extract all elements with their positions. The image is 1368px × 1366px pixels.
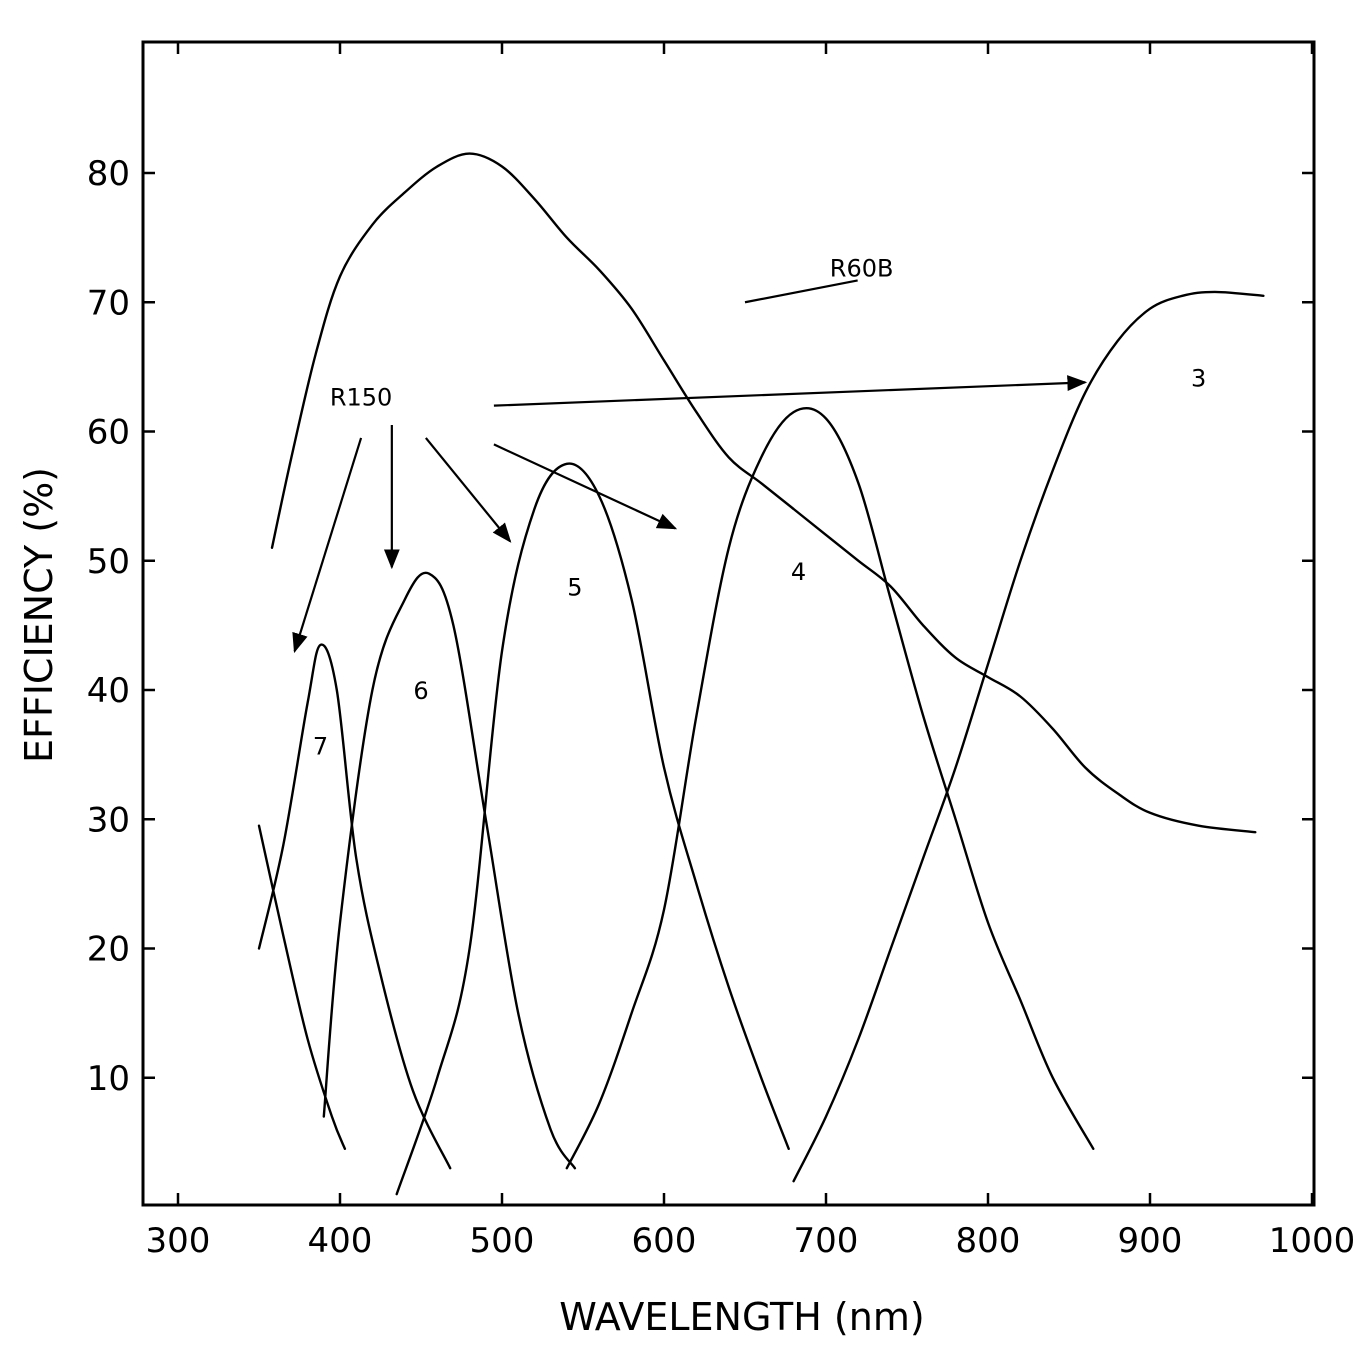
y-tick-label-50: 50 bbox=[87, 542, 130, 582]
arrows-group bbox=[292, 279, 1088, 654]
r150-arrow-5 bbox=[493, 443, 678, 530]
label-6: 6 bbox=[413, 677, 428, 705]
r150-arrow-3 bbox=[292, 437, 363, 654]
label-r60b: R60B bbox=[830, 254, 894, 282]
r150-arrow-4 bbox=[425, 437, 512, 543]
curve-5 bbox=[395, 462, 790, 1196]
labels-group: R60B R150 3 4 5 6 7 bbox=[313, 254, 1206, 760]
label-7: 7 bbox=[313, 733, 328, 761]
curve-r60b bbox=[270, 152, 1257, 834]
x-tick-label-400: 400 bbox=[308, 1221, 373, 1261]
y-tick-label-70: 70 bbox=[87, 283, 130, 323]
x-tick-label-900: 900 bbox=[1118, 1221, 1183, 1261]
x-tick-label-1000: 1000 bbox=[1269, 1221, 1356, 1261]
label-3: 3 bbox=[1191, 364, 1206, 392]
curve-6 bbox=[322, 571, 577, 1170]
y-tick-label-40: 40 bbox=[87, 671, 130, 711]
curve-7 bbox=[257, 643, 452, 1170]
x-axis-title: WAVELENGTH (nm) bbox=[559, 1295, 924, 1339]
plot-frame bbox=[141, 40, 1316, 1207]
curve-3 bbox=[792, 290, 1265, 1183]
y-tick-label-60: 60 bbox=[87, 413, 130, 453]
y-tick-label-10: 10 bbox=[87, 1059, 130, 1099]
r150-arrow-1 bbox=[493, 375, 1088, 407]
label-r150: R150 bbox=[330, 384, 392, 412]
curve-4 bbox=[565, 406, 1095, 1170]
x-tick-label-300: 300 bbox=[146, 1221, 211, 1261]
leader-r60b bbox=[744, 279, 858, 304]
curve-unlabelled-6 bbox=[257, 824, 347, 1150]
y-axis-title: EFFICIENCY (%) bbox=[17, 467, 61, 763]
curves-group bbox=[257, 152, 1265, 1196]
x-tick-label-500: 500 bbox=[470, 1221, 535, 1261]
x-tick-label-700: 700 bbox=[794, 1221, 859, 1261]
label-4: 4 bbox=[791, 558, 806, 586]
x-tick-label-800: 800 bbox=[956, 1221, 1021, 1261]
label-5: 5 bbox=[567, 574, 582, 602]
axis-ticks: 300 400 500 600 700 800 900 1000 10 20 30 40 50 60 70 8… bbox=[87, 42, 1356, 1261]
y-tick-label-80: 80 bbox=[87, 154, 130, 194]
x-tick-label-600: 600 bbox=[632, 1221, 697, 1261]
y-tick-label-30: 30 bbox=[87, 800, 130, 840]
y-tick-label-20: 20 bbox=[87, 930, 130, 970]
